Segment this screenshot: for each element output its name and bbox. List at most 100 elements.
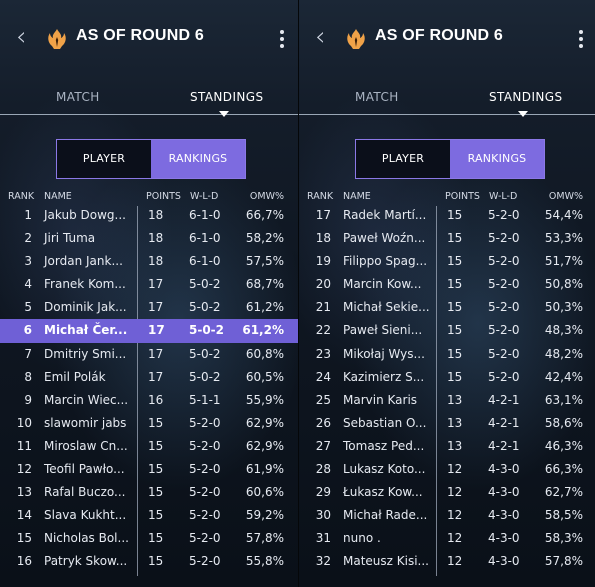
row-wld: 5-0-2 xyxy=(189,300,221,315)
table-row[interactable]: 19 Filippo Spag... 15 5-2-0 51,7% xyxy=(299,250,595,273)
table-row[interactable]: 23 Mikołaj Wys... 15 5-2-0 48,2% xyxy=(299,343,595,366)
table-row[interactable]: 21 Michał Sekie... 15 5-2-0 50,3% xyxy=(299,296,595,319)
table-row[interactable]: 32 Mateusz Kisi... 12 4-3-0 57,8% xyxy=(299,550,595,573)
row-wld: 5-2-0 xyxy=(488,369,520,384)
table-row-current-player[interactable]: 6 Michał Čer... 17 5-0-2 61,2% xyxy=(0,319,298,343)
table-row[interactable]: 30 Michał Rade... 12 4-3-0 58,5% xyxy=(299,504,595,527)
row-omw: 63,1% xyxy=(544,392,583,407)
row-rank: 6 xyxy=(23,323,32,338)
table-row[interactable]: 9 Marcin Wiec... 16 5-1-1 55,9% xyxy=(0,389,298,412)
table-row[interactable]: 8 Emil Polák 17 5-0-2 60,5% xyxy=(0,366,298,389)
row-wld: 4-2-1 xyxy=(488,438,520,453)
col-rank-header: RANK xyxy=(307,191,334,202)
col-rank-header: RANK xyxy=(8,191,35,202)
row-player-name: Marcin Wiec... xyxy=(44,392,129,407)
row-points: 13 xyxy=(447,415,463,430)
table-row[interactable]: 20 Marcin Kow... 15 5-2-0 50,8% xyxy=(299,273,595,296)
row-wld: 5-1-1 xyxy=(189,392,221,407)
table-row[interactable]: 16 Patryk Skow... 15 5-2-0 55,8% xyxy=(0,550,298,573)
tab-match[interactable]: MATCH xyxy=(355,90,399,104)
row-player-name: Dmitriy Smi... xyxy=(44,346,127,361)
table-row[interactable]: 27 Tomasz Ped... 13 4-2-1 46,3% xyxy=(299,435,595,458)
column-divider xyxy=(436,206,437,576)
row-omw: 58,3% xyxy=(544,531,583,546)
row-player-name: Teofil Pawło... xyxy=(44,462,125,477)
table-row[interactable]: 10 slawomir jabs 15 5-2-0 62,9% xyxy=(0,412,298,435)
standings-panel-right: ‹ AS OF ROUND 6 MATCH STANDINGS PLAYER R… xyxy=(299,0,595,587)
row-player-name: Michał Čer... xyxy=(44,323,128,338)
row-wld: 5-0-2 xyxy=(189,323,225,338)
row-points: 15 xyxy=(447,323,463,338)
col-omw-header: OMW% xyxy=(249,191,284,202)
standings-table: 17 Radek Martí... 15 5-2-0 54,4% 18 Paweł Woźn… xyxy=(299,204,595,574)
row-rank: 9 xyxy=(24,392,32,407)
row-player-name: Nicholas Bol... xyxy=(44,531,129,546)
table-row[interactable]: 4 Franek Kom... 17 5-0-2 68,7% xyxy=(0,273,298,296)
table-row[interactable]: 31 nuno . 12 4-3-0 58,3% xyxy=(299,527,595,550)
table-row[interactable]: 22 Paweł Sieni... 15 5-2-0 48,3% xyxy=(299,319,595,342)
row-player-name: Marcin Kow... xyxy=(343,277,422,292)
kebab-menu-icon[interactable] xyxy=(276,28,288,50)
row-points: 15 xyxy=(148,415,164,430)
table-row[interactable]: 17 Radek Martí... 15 5-2-0 54,4% xyxy=(299,204,595,227)
table-row[interactable]: 7 Dmitriy Smi... 17 5-0-2 60,8% xyxy=(0,343,298,366)
col-points-header: POINTS xyxy=(146,191,181,202)
row-player-name: nuno . xyxy=(343,531,381,546)
row-rank: 24 xyxy=(315,369,331,384)
col-points-header: POINTS xyxy=(445,191,480,202)
row-omw: 53,3% xyxy=(544,231,583,246)
row-player-name: Emil Polák xyxy=(44,369,106,384)
table-row[interactable]: 11 Miroslaw Cn... 15 5-2-0 62,9% xyxy=(0,435,298,458)
player-toggle-button[interactable]: PLAYER xyxy=(381,152,425,165)
tab-standings[interactable]: STANDINGS xyxy=(190,90,264,104)
table-row[interactable]: 29 Łukasz Kow... 12 4-3-0 62,7% xyxy=(299,481,595,504)
table-row[interactable]: 12 Teofil Pawło... 15 5-2-0 61,9% xyxy=(0,458,298,481)
player-toggle-button[interactable]: PLAYER xyxy=(82,152,126,165)
tab-standings[interactable]: STANDINGS xyxy=(489,90,563,104)
back-chevron-icon[interactable]: ‹ xyxy=(16,22,27,52)
row-points: 15 xyxy=(447,346,463,361)
row-points: 15 xyxy=(447,300,463,315)
table-row[interactable]: 13 Rafal Buczo... 15 5-2-0 60,6% xyxy=(0,481,298,504)
table-row[interactable]: 18 Paweł Woźn... 15 5-2-0 53,3% xyxy=(299,227,595,250)
table-row[interactable]: 5 Dominik Jak... 17 5-0-2 61,2% xyxy=(0,296,298,319)
row-player-name: Łukasz Kow... xyxy=(343,485,423,500)
row-points: 15 xyxy=(148,508,164,523)
row-rank: 7 xyxy=(24,346,32,361)
row-points: 12 xyxy=(447,531,463,546)
row-player-name: Marvin Karis xyxy=(343,392,418,407)
row-rank: 21 xyxy=(315,300,331,315)
row-omw: 48,3% xyxy=(544,323,583,338)
row-rank: 26 xyxy=(315,415,331,430)
table-row[interactable]: 25 Marvin Karis 13 4-2-1 63,1% xyxy=(299,389,595,412)
table-row[interactable]: 28 Lukasz Koto... 12 4-3-0 66,3% xyxy=(299,458,595,481)
table-row[interactable]: 2 Jiri Tuma 18 6-1-0 58,2% xyxy=(0,227,298,250)
row-omw: 59,2% xyxy=(245,508,284,523)
back-chevron-icon[interactable]: ‹ xyxy=(315,22,326,52)
table-row[interactable]: 14 Slava Kukht... 15 5-2-0 59,2% xyxy=(0,504,298,527)
row-points: 15 xyxy=(148,554,164,569)
table-row[interactable]: 24 Kazimierz S... 15 5-2-0 42,4% xyxy=(299,366,595,389)
row-omw: 68,7% xyxy=(245,277,284,292)
row-rank: 20 xyxy=(315,277,331,292)
row-omw: 58,6% xyxy=(544,415,583,430)
rankings-toggle-button[interactable]: RANKINGS xyxy=(450,140,544,178)
rankings-toggle-button[interactable]: RANKINGS xyxy=(151,140,245,178)
row-omw: 61,2% xyxy=(245,300,284,315)
row-points: 17 xyxy=(148,346,164,361)
table-row[interactable]: 26 Sebastian O... 13 4-2-1 58,6% xyxy=(299,412,595,435)
table-row[interactable]: 3 Jordan Jank... 18 6-1-0 57,5% xyxy=(0,250,298,273)
kebab-menu-icon[interactable] xyxy=(575,28,587,50)
row-rank: 32 xyxy=(315,554,331,569)
row-wld: 6-1-0 xyxy=(189,208,221,222)
row-player-name: Mateusz Kisi... xyxy=(343,554,429,569)
row-points: 18 xyxy=(148,208,164,222)
row-omw: 50,3% xyxy=(544,300,583,315)
row-rank: 2 xyxy=(24,231,32,246)
col-wld-header: W-L-D xyxy=(489,191,518,202)
table-row[interactable]: 15 Nicholas Bol... 15 5-2-0 57,8% xyxy=(0,527,298,550)
row-omw: 60,6% xyxy=(245,485,284,500)
tab-match[interactable]: MATCH xyxy=(56,90,100,104)
row-omw: 57,5% xyxy=(245,254,284,269)
table-row[interactable]: 1 Jakub Dowg... 18 6-1-0 66,7% xyxy=(0,204,298,227)
